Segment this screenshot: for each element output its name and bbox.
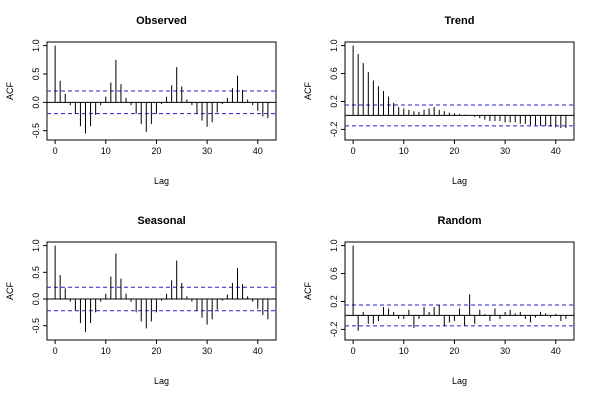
x-tick-label: 10 bbox=[399, 346, 409, 356]
panel-title: Trend bbox=[445, 15, 475, 27]
x-tick-label: 30 bbox=[202, 146, 212, 156]
plot-frame bbox=[46, 241, 277, 341]
x-tick-label: 30 bbox=[202, 346, 212, 356]
y-tick-label: 0.6 bbox=[329, 67, 339, 80]
x-tick-label: 20 bbox=[449, 346, 459, 356]
x-tick-label: 30 bbox=[500, 146, 510, 156]
y-tick-label: 0.0 bbox=[31, 293, 41, 306]
y-tick-label: 1.0 bbox=[31, 239, 41, 252]
panel-title: Observed bbox=[136, 15, 187, 27]
y-tick-label: -0.2 bbox=[329, 122, 339, 138]
y-axis-label: ACF bbox=[303, 81, 313, 100]
acf-panel-seasonal: Seasonal 0 10 20 30 40 -0.5 0.0 0.5 1.0 Lag ACF bbox=[5, 215, 277, 386]
acf-panel-observed: Observed 0 10 20 30 40 -0.5 0.0 0.5 1.0 Lag ACF bbox=[5, 15, 277, 186]
y-tick-label: -0.2 bbox=[329, 322, 339, 338]
x-tick-label: 10 bbox=[101, 146, 111, 156]
x-axis-label: Lag bbox=[452, 176, 467, 186]
x-tick-label: 30 bbox=[500, 346, 510, 356]
y-tick-label: 1.0 bbox=[31, 39, 41, 52]
x-axis-label: Lag bbox=[154, 376, 169, 386]
panel-title: Random bbox=[438, 215, 482, 227]
acf-panel-trend: Trend 0 10 20 30 40 -0.2 0.2 0.6 1.0 Lag ACF bbox=[303, 15, 575, 186]
x-tick-label: 10 bbox=[101, 346, 111, 356]
x-tick-label: 0 bbox=[351, 346, 356, 356]
y-tick-label: 1.0 bbox=[329, 39, 339, 52]
x-tick-label: 40 bbox=[253, 346, 263, 356]
y-tick-label: 1.0 bbox=[329, 239, 339, 252]
x-tick-label: 40 bbox=[253, 146, 263, 156]
x-tick-label: 40 bbox=[551, 146, 561, 156]
x-tick-label: 20 bbox=[449, 146, 459, 156]
plot-frame bbox=[344, 41, 575, 141]
x-tick-label: 20 bbox=[151, 146, 161, 156]
y-tick-label: 0.6 bbox=[329, 267, 339, 280]
x-tick-label: 20 bbox=[151, 346, 161, 356]
x-axis-label: Lag bbox=[154, 176, 169, 186]
x-tick-label: 10 bbox=[399, 146, 409, 156]
acf-panel-random: Random 0 10 20 30 40 -0.2 0.2 0.6 1.0 Lag ACF bbox=[303, 215, 575, 386]
plot-frame bbox=[344, 241, 575, 341]
y-axis-label: ACF bbox=[5, 81, 15, 100]
y-tick-label: 0.5 bbox=[31, 266, 41, 279]
y-tick-label: 0.2 bbox=[329, 95, 339, 108]
x-tick-label: 0 bbox=[53, 346, 58, 356]
y-tick-label: -0.5 bbox=[31, 123, 41, 139]
x-tick-label: 0 bbox=[351, 146, 356, 156]
x-tick-label: 40 bbox=[551, 346, 561, 356]
y-tick-label: 0.5 bbox=[31, 68, 41, 81]
x-axis-label: Lag bbox=[452, 376, 467, 386]
x-tick-label: 0 bbox=[53, 146, 58, 156]
y-tick-label: -0.5 bbox=[31, 318, 41, 334]
y-tick-label: 0.0 bbox=[31, 96, 41, 109]
y-axis-label: ACF bbox=[5, 281, 15, 300]
y-axis-label: ACF bbox=[303, 281, 313, 300]
panel-title: Seasonal bbox=[137, 215, 185, 227]
y-tick-label: 0.2 bbox=[329, 295, 339, 308]
